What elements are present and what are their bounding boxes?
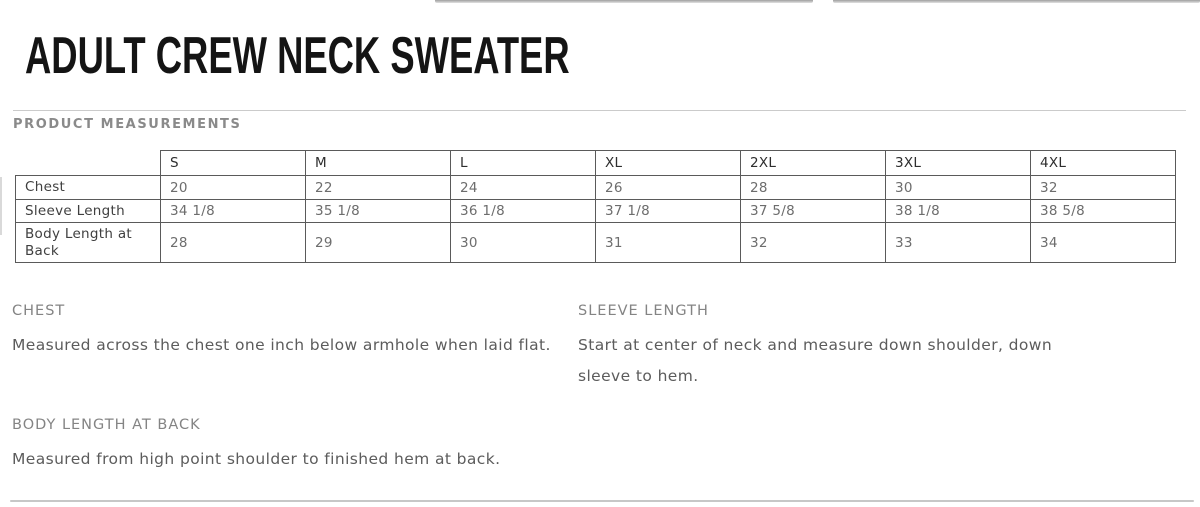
- size-header-xl: XL: [595, 150, 741, 176]
- measurement-cell: 30: [885, 175, 1031, 200]
- size-header-l: L: [450, 150, 596, 176]
- size-chart: S M L XL 2XL 3XL 4XL Chest 20 22 24 26 2…: [15, 150, 1176, 263]
- measurement-cell: 36 1/8: [450, 199, 596, 223]
- bottom-divider-line: [10, 500, 1194, 502]
- measurement-cell: 28: [160, 222, 306, 263]
- measurement-cell: 34: [1030, 222, 1176, 263]
- top-edge-shadow-left: [435, 0, 813, 3]
- table-row-body-length-at-back: Body Length at Back 28 29 30 31 32 33 34: [15, 222, 1176, 263]
- blank-header-cell: [16, 151, 161, 176]
- section-divider-rule: [13, 110, 1186, 111]
- size-header-2xl: 2XL: [740, 150, 886, 176]
- row-label: Sleeve Length: [15, 199, 161, 223]
- measurement-cell: 24: [450, 175, 596, 200]
- measurement-cell: 37 1/8: [595, 199, 741, 223]
- page-title-text: ADULT CREW NECK SWEATER: [25, 27, 570, 85]
- top-edge-shadow-right: [833, 0, 1200, 3]
- measurement-cell: 37 5/8: [740, 199, 886, 223]
- page-title: ADULT CREW NECK SWEATER: [25, 26, 803, 86]
- measurement-cell: 35 1/8: [305, 199, 451, 223]
- measurements-table: S M L XL 2XL 3XL 4XL Chest 20 22 24 26 2…: [15, 150, 1176, 263]
- measurement-cell: 34 1/8: [160, 199, 306, 223]
- definition-heading: SLEEVE LENGTH: [578, 303, 709, 319]
- definition-sleeve-length: SLEEVE LENGTH Start at center of neck an…: [578, 303, 1098, 392]
- measurement-cell: 28: [740, 175, 886, 200]
- size-header-m: M: [305, 150, 451, 176]
- measurement-cell: 29: [305, 222, 451, 263]
- measurement-cell: 32: [740, 222, 886, 263]
- measurement-cell: 38 1/8: [885, 199, 1031, 223]
- definition-heading: CHEST: [12, 303, 66, 319]
- measurement-cell: 26: [595, 175, 741, 200]
- definition-text: Start at center of neck and measure down…: [578, 336, 1053, 385]
- definition-body-length-at-back: BODY LENGTH AT BACK Measured from high p…: [12, 417, 572, 475]
- measurement-cell: 38 5/8: [1030, 199, 1176, 223]
- definition-heading: BODY LENGTH AT BACK: [12, 417, 201, 433]
- measurement-cell: 31: [595, 222, 741, 263]
- measurement-cell: 32: [1030, 175, 1176, 200]
- measurement-cell: 33: [885, 222, 1031, 263]
- size-header-s: S: [160, 150, 306, 176]
- definition-text: Measured across the chest one inch below…: [12, 336, 551, 354]
- table-row-chest: Chest 20 22 24 26 28 30 32: [15, 175, 1176, 200]
- section-heading: PRODUCT MEASUREMENTS: [13, 117, 242, 132]
- left-edge-shadow: [0, 177, 2, 235]
- size-header-3xl: 3XL: [885, 150, 1031, 176]
- table-row-sleeve-length: Sleeve Length 34 1/8 35 1/8 36 1/8 37 1/…: [15, 199, 1176, 223]
- row-label: Chest: [15, 175, 161, 200]
- definition-text: Measured from high point shoulder to fin…: [12, 450, 501, 468]
- measurement-cell: 20: [160, 175, 306, 200]
- row-label: Body Length at Back: [15, 222, 161, 263]
- measurement-cell: 30: [450, 222, 596, 263]
- size-header-4xl: 4XL: [1030, 150, 1176, 176]
- definition-chest: CHEST Measured across the chest one inch…: [12, 303, 557, 361]
- measurement-cell: 22: [305, 175, 451, 200]
- table-header-row: S M L XL 2XL 3XL 4XL: [16, 150, 1176, 176]
